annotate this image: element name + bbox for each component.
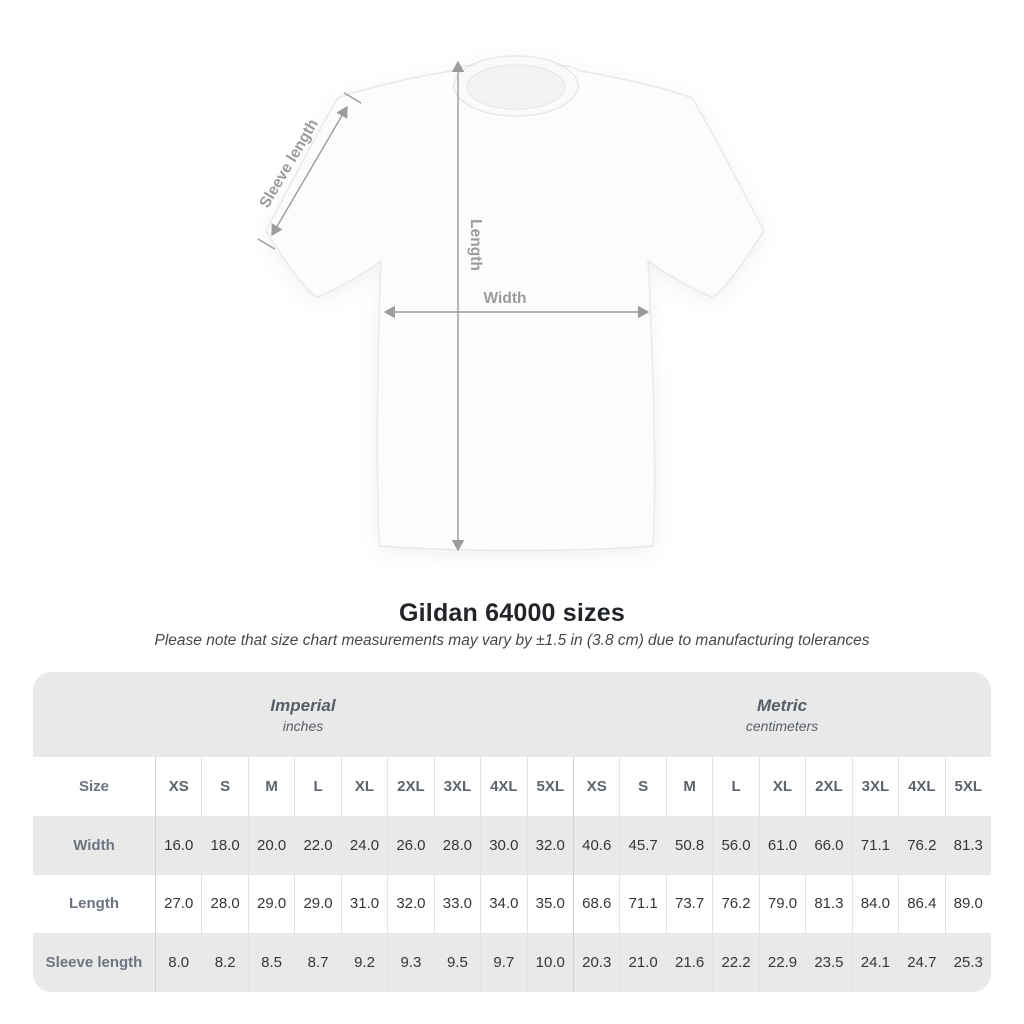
cell-metric: 22.9 bbox=[758, 933, 806, 992]
cell-metric: 71.1 bbox=[851, 815, 899, 875]
cell-metric: 45.7 bbox=[619, 815, 666, 875]
cell-metric: 79.0 bbox=[758, 874, 805, 934]
cell-imperial: 32.0 bbox=[387, 874, 433, 934]
imperial-size-header-l: L bbox=[294, 757, 340, 816]
size-table-grid: Size XS S M L XL 2XL 3XL 4XL 5XL XS S M L XL 2XL 3XL 4XL 5… bbox=[33, 757, 991, 992]
sleeve-length-annotation bbox=[257, 92, 362, 250]
cell-imperial: 8.2 bbox=[201, 933, 248, 992]
cell-metric: 76.2 bbox=[898, 815, 945, 875]
cell-metric: 66.0 bbox=[805, 815, 852, 875]
collar-inner bbox=[466, 64, 566, 110]
cell-metric: 71.1 bbox=[619, 874, 665, 934]
cell-imperial: 32.0 bbox=[526, 815, 573, 875]
cell-imperial: 28.0 bbox=[433, 815, 481, 875]
cell-metric: 81.3 bbox=[944, 815, 991, 875]
imperial-size-header-4xl: 4XL bbox=[480, 757, 526, 816]
metric-size-header-s: S bbox=[619, 757, 665, 816]
cell-imperial: 16.0 bbox=[155, 815, 202, 875]
cell-imperial: 8.5 bbox=[247, 933, 295, 992]
cell-imperial: 20.0 bbox=[247, 815, 295, 875]
metric-size-header-l: L bbox=[712, 757, 758, 816]
imperial-size-header-s: S bbox=[201, 757, 247, 816]
cell-metric: 73.7 bbox=[665, 874, 712, 934]
cell-imperial: 35.0 bbox=[526, 874, 573, 934]
cell-metric: 24.7 bbox=[898, 933, 945, 992]
imperial-size-header-2xl: 2XL bbox=[387, 757, 433, 816]
cell-metric: 68.6 bbox=[572, 874, 619, 934]
cell-metric: 84.0 bbox=[851, 874, 898, 934]
cell-metric: 24.1 bbox=[851, 933, 899, 992]
cell-imperial: 9.7 bbox=[480, 933, 527, 992]
tshirt-measurement-diagram: Length Width Sleeve length bbox=[256, 55, 765, 552]
width-label: Width bbox=[484, 290, 527, 307]
chart-heading: Gildan 64000 sizes Please note that size… bbox=[0, 598, 1024, 650]
metric-size-header-xl: XL bbox=[758, 757, 805, 816]
cell-metric: 61.0 bbox=[758, 815, 806, 875]
cell-metric: 21.0 bbox=[619, 933, 666, 992]
imperial-size-header-3xl: 3XL bbox=[433, 757, 480, 816]
row-label-sleeve-length: Sleeve length bbox=[33, 933, 155, 992]
cell-imperial: 27.0 bbox=[155, 874, 201, 934]
cell-imperial: 8.7 bbox=[294, 933, 341, 992]
row-label-width: Width bbox=[33, 815, 155, 875]
cell-imperial: 9.2 bbox=[340, 933, 388, 992]
metric-label: Metric bbox=[756, 695, 808, 715]
metric-size-header-xs: XS bbox=[572, 757, 619, 816]
cell-metric: 89.0 bbox=[944, 874, 991, 934]
page-title: Gildan 64000 sizes bbox=[399, 599, 625, 627]
cell-metric: 76.2 bbox=[712, 874, 758, 934]
imperial-size-header-m: M bbox=[247, 757, 294, 816]
cell-metric: 56.0 bbox=[712, 815, 759, 875]
cell-imperial: 26.0 bbox=[387, 815, 434, 875]
metric-size-header-5xl: 5XL bbox=[944, 757, 991, 816]
cell-imperial: 31.0 bbox=[340, 874, 387, 934]
metric-size-header-3xl: 3XL bbox=[851, 757, 898, 816]
imperial-label: Imperial bbox=[270, 695, 336, 715]
size-corner-header: Size bbox=[78, 777, 109, 795]
imperial-unit-label: inches bbox=[282, 717, 324, 734]
size-table: Imperial inches Metric centimeters Size X… bbox=[33, 672, 991, 992]
metric-size-header-4xl: 4XL bbox=[898, 757, 944, 816]
cell-metric: 25.3 bbox=[944, 933, 991, 992]
cell-metric: 50.8 bbox=[665, 815, 713, 875]
cell-metric: 20.3 bbox=[572, 933, 620, 992]
cell-metric: 22.2 bbox=[712, 933, 759, 992]
cell-imperial: 28.0 bbox=[201, 874, 247, 934]
cell-imperial: 29.0 bbox=[247, 874, 294, 934]
cell-imperial: 30.0 bbox=[480, 815, 527, 875]
imperial-section-header: Imperial inches bbox=[33, 672, 573, 757]
unit-header-band: Imperial inches Metric centimeters bbox=[33, 672, 991, 757]
cell-imperial: 29.0 bbox=[294, 874, 340, 934]
metric-section-header: Metric centimeters bbox=[573, 672, 991, 757]
metric-size-header-2xl: 2XL bbox=[805, 757, 851, 816]
cell-imperial: 9.3 bbox=[387, 933, 434, 992]
cell-metric: 40.6 bbox=[572, 815, 620, 875]
cell-metric: 86.4 bbox=[898, 874, 944, 934]
cell-metric: 21.6 bbox=[665, 933, 713, 992]
imperial-size-header-xl: XL bbox=[340, 757, 387, 816]
cell-imperial: 33.0 bbox=[433, 874, 480, 934]
imperial-size-header-xs: XS bbox=[155, 757, 201, 816]
tolerance-note: Please note that size chart measurements… bbox=[154, 632, 870, 649]
metric-size-header-m: M bbox=[665, 757, 712, 816]
length-label: Length bbox=[467, 219, 484, 271]
cell-imperial: 22.0 bbox=[294, 815, 341, 875]
cell-imperial: 24.0 bbox=[340, 815, 388, 875]
cell-metric: 23.5 bbox=[805, 933, 852, 992]
cell-imperial: 9.5 bbox=[433, 933, 481, 992]
cell-imperial: 10.0 bbox=[526, 933, 573, 992]
imperial-size-header-5xl: 5XL bbox=[526, 757, 573, 816]
metric-unit-label: centimeters bbox=[745, 717, 819, 734]
cell-imperial: 34.0 bbox=[480, 874, 526, 934]
cell-imperial: 8.0 bbox=[155, 933, 202, 992]
cell-metric: 81.3 bbox=[805, 874, 851, 934]
cell-imperial: 18.0 bbox=[201, 815, 248, 875]
row-label-length: Length bbox=[69, 895, 119, 913]
